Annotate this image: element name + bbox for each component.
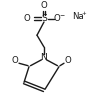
Text: O: O [54, 14, 60, 23]
Text: O: O [24, 14, 30, 23]
Text: O: O [65, 56, 71, 65]
Text: S: S [41, 14, 47, 23]
Text: N: N [41, 53, 47, 62]
Text: O: O [12, 56, 18, 65]
Text: O: O [41, 1, 47, 10]
Text: −: − [59, 13, 64, 18]
Text: Na: Na [72, 12, 84, 21]
Text: +: + [82, 11, 86, 16]
